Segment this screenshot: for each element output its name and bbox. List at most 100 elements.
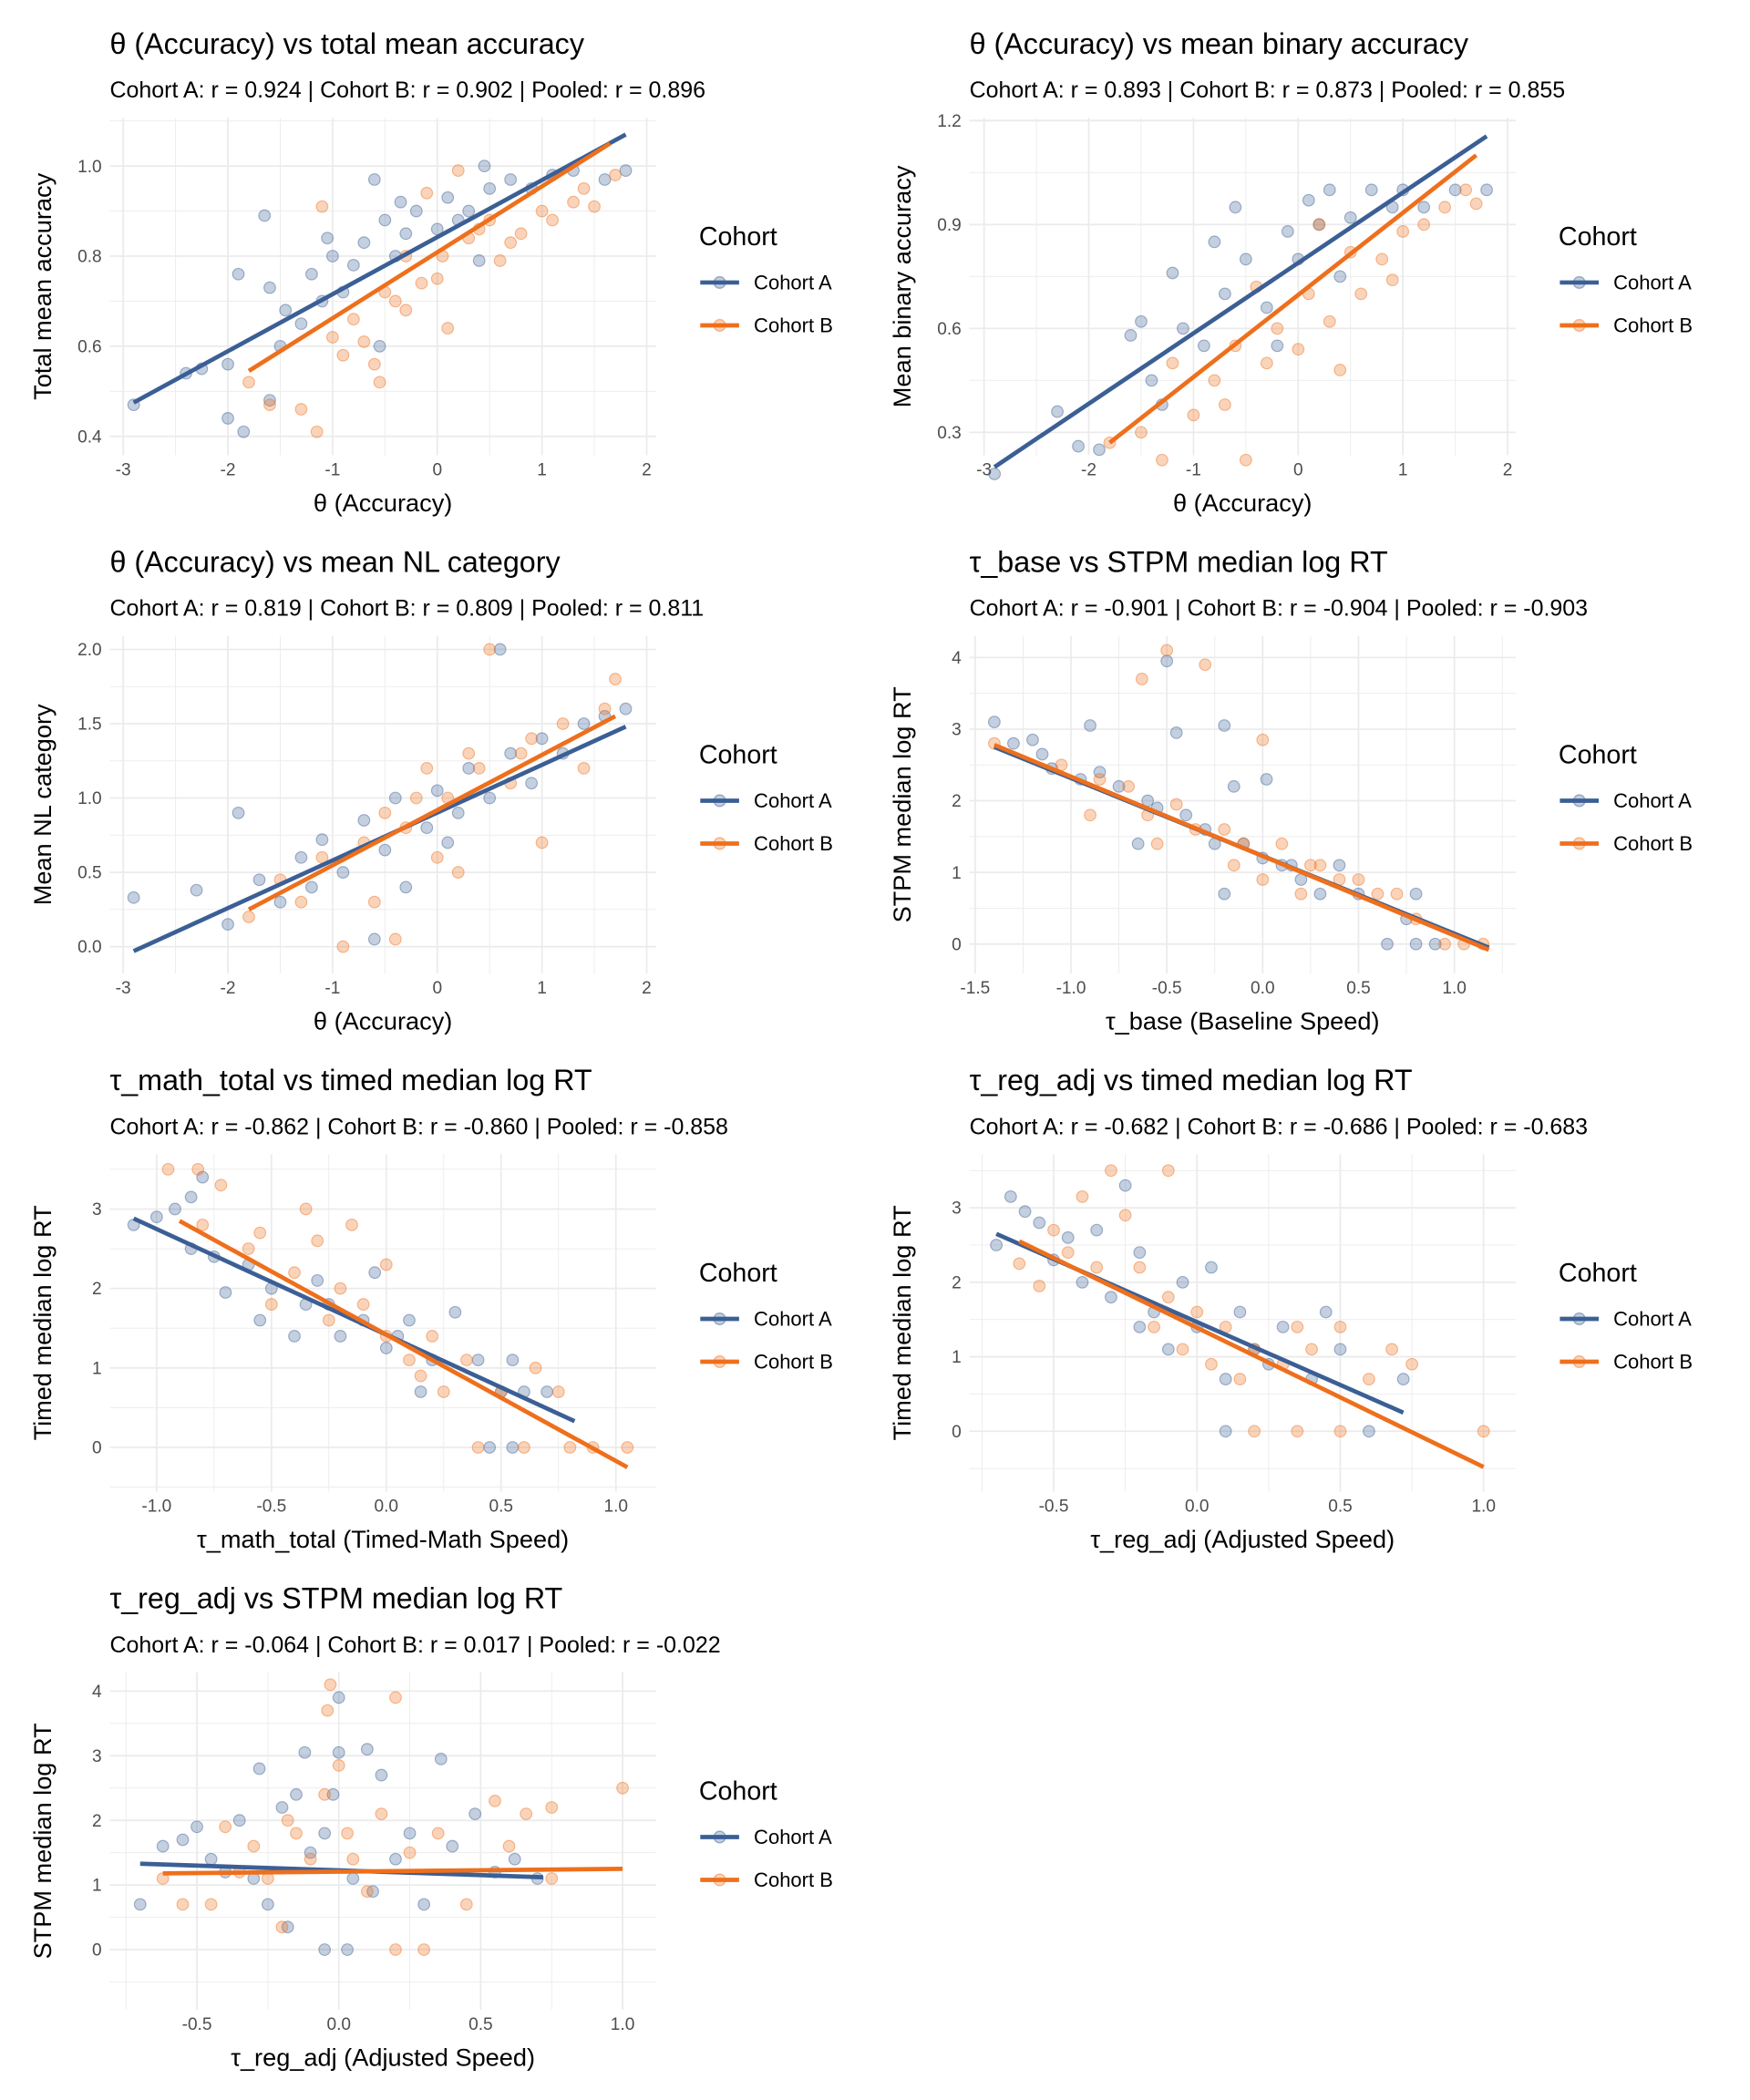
data-point-cohort-b xyxy=(294,895,308,909)
legend: Cohort Cohort A Cohort B xyxy=(699,222,833,336)
x-axis-label: τ_base (Baseline Speed) xyxy=(1106,1007,1380,1035)
data-point-cohort-a xyxy=(399,880,413,894)
data-point-cohort-b xyxy=(1047,1223,1060,1237)
x-tick-label: 1.0 xyxy=(1442,979,1467,998)
data-point-cohort-a xyxy=(1169,726,1183,739)
legend-label: Cohort A xyxy=(1613,1307,1692,1330)
data-point-cohort-a xyxy=(1381,937,1394,951)
data-point-cohort-a xyxy=(506,1354,520,1367)
data-point-cohort-a xyxy=(1480,183,1494,197)
scatter-panel: -1.5 -1.0 -0.5 0.0 0.5 1.0 0 1 2 3 4 τ_base vs STPM… xyxy=(888,545,1693,1035)
data-point-cohort-a xyxy=(360,1743,374,1756)
data-point-cohort-b xyxy=(551,1385,565,1398)
data-point-cohort-b xyxy=(1459,183,1473,197)
data-point-cohort-b xyxy=(1256,873,1270,886)
data-point-cohort-a xyxy=(1076,1275,1089,1289)
x-tick-label: -0.5 xyxy=(182,2015,212,2034)
data-point-cohort-b xyxy=(332,1759,345,1772)
data-point-cohort-a xyxy=(1112,779,1126,793)
x-axis-label: τ_reg_adj (Adjusted Speed) xyxy=(231,2043,535,2072)
data-point-cohort-a xyxy=(1124,329,1138,342)
y-tick-label: 1 xyxy=(92,1877,102,1896)
data-point-cohort-a xyxy=(389,1852,402,1866)
data-point-cohort-a xyxy=(409,204,423,218)
data-point-cohort-a xyxy=(1135,314,1148,328)
data-point-cohort-a xyxy=(1312,218,1326,232)
y-tick-label: 1.2 xyxy=(937,112,962,131)
y-tick-label: 1 xyxy=(952,1348,962,1367)
legend-label: Cohort B xyxy=(1613,1350,1693,1373)
chart-subtitle: Cohort A: r = -0.064 | Cohort B: r = 0.0… xyxy=(109,1632,720,1658)
data-point-cohort-b xyxy=(518,1441,530,1454)
data-point-cohort-b xyxy=(288,1266,301,1280)
data-point-cohort-a xyxy=(1033,1216,1046,1230)
regression-line-cohort-b xyxy=(247,714,617,911)
x-tick-label: -0.5 xyxy=(1039,1498,1069,1517)
y-tick-label: 0.5 xyxy=(77,864,102,883)
regression-line-cohort-a xyxy=(132,1216,576,1424)
legend-label: Cohort B xyxy=(754,314,833,336)
data-point-cohort-b xyxy=(336,348,350,362)
data-point-cohort-a xyxy=(446,1839,459,1853)
data-point-cohort-b xyxy=(1294,887,1308,901)
data-point-cohort-a xyxy=(1363,1425,1375,1438)
data-point-cohort-b xyxy=(346,313,360,326)
y-tick-label: 2 xyxy=(952,792,962,811)
data-point-cohort-b xyxy=(1396,225,1410,238)
data-point-cohort-a xyxy=(1343,211,1357,224)
y-tick-label: 1 xyxy=(952,864,962,883)
x-tick-label: -3 xyxy=(116,979,131,998)
data-point-cohort-b xyxy=(415,276,428,290)
data-point-cohort-b xyxy=(546,213,560,227)
data-point-cohort-a xyxy=(375,1768,388,1782)
data-point-cohort-b xyxy=(1275,837,1289,850)
data-point-cohort-a xyxy=(1105,1291,1117,1304)
data-point-cohort-a xyxy=(1260,773,1273,786)
x-tick-label: 1.0 xyxy=(603,1498,628,1517)
y-tick-label: 3 xyxy=(952,721,962,740)
data-point-cohort-b xyxy=(1133,1261,1147,1274)
data-point-cohort-b xyxy=(504,236,518,250)
data-point-cohort-b xyxy=(325,331,339,344)
data-point-cohort-a xyxy=(273,895,287,909)
y-axis-label: STPM median log RT xyxy=(28,1723,57,1959)
x-axis-label: θ (Accuracy) xyxy=(314,1007,452,1035)
data-point-cohort-a xyxy=(1018,1205,1032,1219)
data-point-cohort-b xyxy=(299,1202,313,1216)
x-tick-label: 0.5 xyxy=(1328,1498,1353,1517)
x-tick-label: -0.5 xyxy=(256,1498,286,1517)
data-point-cohort-a xyxy=(288,1330,301,1343)
data-point-cohort-a xyxy=(1035,747,1049,761)
data-point-cohort-b xyxy=(360,1885,374,1899)
data-point-cohort-a xyxy=(988,715,1001,729)
data-point-cohort-a xyxy=(1313,887,1327,901)
data-point-cohort-a xyxy=(540,1385,554,1398)
data-point-cohort-a xyxy=(483,181,497,195)
data-point-cohort-a xyxy=(441,836,455,849)
data-point-cohort-a xyxy=(315,833,329,847)
data-point-cohort-b xyxy=(556,717,570,730)
legend-label: Cohort B xyxy=(1613,314,1693,336)
data-point-cohort-a xyxy=(478,160,491,173)
data-point-cohort-a xyxy=(1145,374,1158,387)
data-point-cohort-a xyxy=(304,1846,317,1859)
data-point-cohort-a xyxy=(1118,1179,1132,1192)
x-tick-label: 1 xyxy=(537,460,547,479)
regression-line-cohort-a xyxy=(132,132,627,405)
data-point-cohort-a xyxy=(1007,736,1020,750)
data-point-cohort-b xyxy=(1260,356,1273,370)
data-point-cohort-a xyxy=(1090,1223,1104,1237)
data-point-cohort-a xyxy=(462,204,476,218)
data-point-cohort-b xyxy=(420,762,434,775)
chart-title: θ (Accuracy) vs total mean accuracy xyxy=(109,27,584,60)
data-point-cohort-b xyxy=(379,1258,393,1271)
data-point-cohort-a xyxy=(332,1745,345,1759)
data-point-cohort-b xyxy=(161,1162,175,1176)
data-point-cohort-b xyxy=(336,940,350,953)
data-point-cohort-a xyxy=(294,850,308,864)
legend-label: Cohort A xyxy=(1613,271,1692,293)
data-point-cohort-a xyxy=(394,195,407,209)
data-point-cohort-a xyxy=(334,1330,347,1343)
x-axis-label: θ (Accuracy) xyxy=(314,489,452,517)
data-point-cohort-a xyxy=(261,1898,274,1911)
